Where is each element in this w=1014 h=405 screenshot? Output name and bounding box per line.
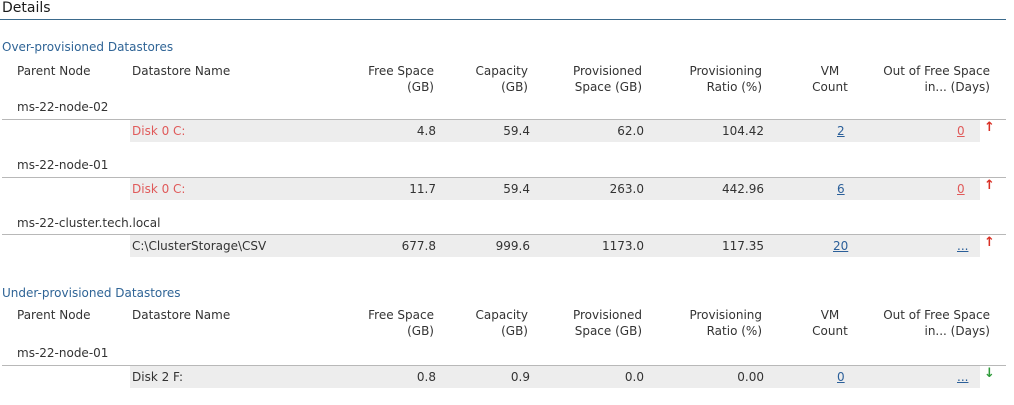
header-free-space: Free Space (GB) xyxy=(368,64,434,94)
header-provisioning-ratio: Provisioning Ratio (%) xyxy=(689,308,762,338)
capacity-value: 59.4 xyxy=(503,182,530,196)
header-parent-node: Parent Node xyxy=(17,64,91,78)
datastore-row: Disk 2 F: 0.8 0.9 0.0 0.00 0 ... ↓ xyxy=(2,365,1006,388)
provisioned-space-value: 1173.0 xyxy=(602,239,644,253)
header-datastore-name: Datastore Name xyxy=(132,308,231,322)
header-vm-count: VM Count xyxy=(812,64,848,94)
provisioned-space-value: 62.0 xyxy=(617,124,644,138)
provisioning-ratio-value: 442.96 xyxy=(722,182,764,196)
header-capacity: Capacity (GB) xyxy=(475,64,528,94)
arrow-up-icon: ↑ xyxy=(984,178,995,193)
parent-node-label: ms-22-cluster.tech.local xyxy=(17,216,161,230)
out-of-free-space-link[interactable]: ... xyxy=(957,239,969,253)
free-space-value: 0.8 xyxy=(416,370,436,384)
page-title: Details xyxy=(2,0,51,16)
out-of-free-space-link[interactable]: ... xyxy=(957,370,969,384)
parent-node-label: ms-22-node-02 xyxy=(17,100,109,114)
capacity-value: 999.6 xyxy=(495,239,530,253)
out-of-free-space-link[interactable]: 0 xyxy=(957,182,965,196)
arrow-down-icon: ↓ xyxy=(984,366,995,381)
parent-node-label: ms-22-node-01 xyxy=(17,346,109,360)
free-space-value: 677.8 xyxy=(401,239,436,253)
provisioning-ratio-value: 117.35 xyxy=(722,239,764,253)
vm-count-link[interactable]: 2 xyxy=(837,124,845,138)
header-out-of-free-space: Out of Free Space in... (Days) xyxy=(883,64,990,94)
datastore-row: C:\ClusterStorage\CSV 677.8 999.6 1173.0… xyxy=(2,234,1006,257)
capacity-value: 0.9 xyxy=(510,370,530,384)
datastore-name: Disk 2 F: xyxy=(132,370,184,384)
provisioning-ratio-value: 0.00 xyxy=(737,370,764,384)
provisioned-space-value: 263.0 xyxy=(609,182,644,196)
datastore-name: C:\ClusterStorage\CSV xyxy=(132,239,267,253)
arrow-up-icon: ↑ xyxy=(984,235,995,250)
free-space-value: 4.8 xyxy=(416,124,436,138)
header-provisioned-space: Provisioned Space (GB) xyxy=(572,308,642,338)
capacity-value: 59.4 xyxy=(503,124,530,138)
header-capacity: Capacity (GB) xyxy=(475,308,528,338)
header-parent-node: Parent Node xyxy=(17,308,91,322)
header-vm-count: VM Count xyxy=(812,308,848,338)
vm-count-link[interactable]: 0 xyxy=(837,370,845,384)
title-divider xyxy=(0,19,1006,20)
vm-count-link[interactable]: 6 xyxy=(837,182,845,196)
vm-count-link[interactable]: 20 xyxy=(833,239,849,253)
free-space-value: 11.7 xyxy=(409,182,436,196)
header-datastore-name: Datastore Name xyxy=(132,64,231,78)
provisioned-space-value: 0.0 xyxy=(624,370,644,384)
header-out-of-free-space: Out of Free Space in... (Days) xyxy=(883,308,990,338)
out-of-free-space-link[interactable]: 0 xyxy=(957,124,965,138)
datastore-name: Disk 0 C: xyxy=(132,124,186,138)
parent-node-label: ms-22-node-01 xyxy=(17,158,109,172)
header-provisioned-space: Provisioned Space (GB) xyxy=(572,64,642,94)
over-provisioned-title: Over-provisioned Datastores xyxy=(2,40,174,54)
datastore-row: Disk 0 C: 11.7 59.4 263.0 442.96 6 0 ↑ xyxy=(2,177,1006,200)
header-provisioning-ratio: Provisioning Ratio (%) xyxy=(689,64,762,94)
datastore-row: Disk 0 C: 4.8 59.4 62.0 104.42 2 0 ↑ xyxy=(2,119,1006,142)
header-free-space: Free Space (GB) xyxy=(368,308,434,338)
arrow-up-icon: ↑ xyxy=(984,120,995,135)
provisioning-ratio-value: 104.42 xyxy=(722,124,764,138)
datastore-name: Disk 0 C: xyxy=(132,182,186,196)
under-provisioned-title: Under-provisioned Datastores xyxy=(2,286,181,300)
